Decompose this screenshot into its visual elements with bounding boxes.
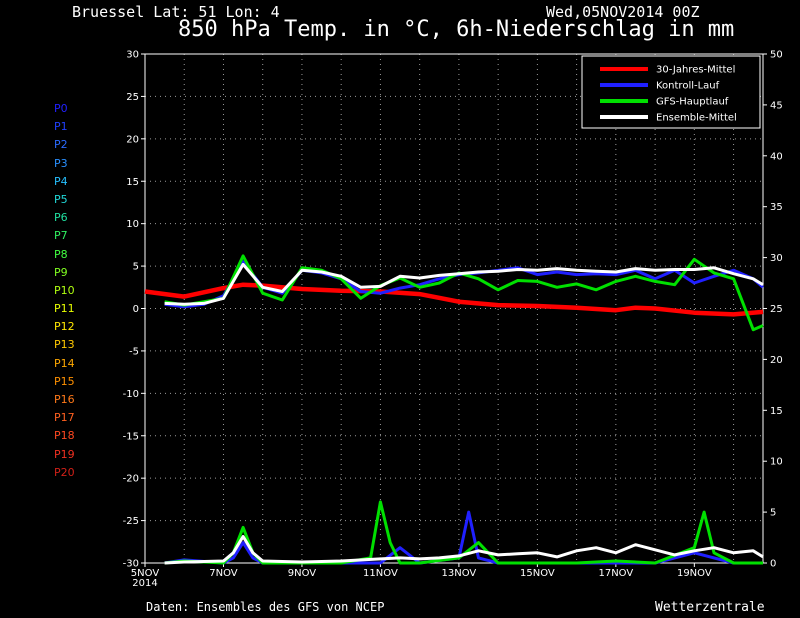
y-left-tick-label: 30 — [126, 50, 139, 61]
x-tick-label: 9NOV — [288, 568, 317, 579]
brand-label: Wetterzentrale — [655, 600, 765, 615]
x-tick-label: 19NOV — [677, 568, 712, 579]
y-right-tick-label: 40 — [770, 151, 783, 162]
y-left-tick-label: -20 — [123, 474, 139, 485]
y-left-tick-label: 10 — [126, 219, 139, 230]
member-label-p2: P2 — [54, 138, 68, 152]
member-label-p20: P20 — [54, 465, 75, 479]
x-tick-label: 13NOV — [442, 568, 477, 579]
legend-label: Ensemble-Mittel — [656, 113, 737, 124]
y-right-tick-label: 35 — [770, 202, 783, 213]
member-label-p3: P3 — [54, 156, 68, 170]
y-left-tick-label: 20 — [126, 134, 139, 145]
y-right-tick-label: 5 — [770, 508, 776, 519]
x-tick-label: 2014 — [132, 578, 157, 589]
y-left-tick-label: 5 — [133, 262, 139, 273]
y-left-tick-label: -15 — [123, 431, 139, 442]
ensemble-member-list: P0 P1 P2 P3 P4 P5 P6 P7 P8 P9 P10 P11 P12 P13 P14 P15 P1… — [54, 100, 75, 482]
member-label-p5: P5 — [54, 192, 68, 206]
data-source-note: Daten: Ensembles des GFS von NCEP — [146, 600, 385, 614]
chart-title: 850 hPa Temp. in °C, 6h-Niederschlag in … — [178, 17, 735, 42]
y-right-tick-label: 45 — [770, 100, 783, 111]
member-label-p9: P9 — [54, 265, 68, 279]
y-right-tick-label: 25 — [770, 304, 783, 315]
member-label-p16: P16 — [54, 393, 75, 406]
y-right-tick-label: 50 — [770, 50, 783, 61]
member-label-p1: P1 — [54, 120, 68, 134]
y-left-tick-label: 0 — [133, 304, 139, 315]
y-right-tick-label: 20 — [770, 355, 783, 366]
member-label-p10: P10 — [54, 283, 75, 297]
member-label-p14: P14 — [54, 356, 75, 370]
x-tick-label: 5NOV — [131, 568, 160, 579]
member-label-p11: P11 — [54, 302, 75, 316]
location-label: Bruessel Lat: 51 Lon: 4 — [72, 3, 280, 21]
x-tick-label: 15NOV — [520, 568, 555, 579]
series-gfs-hauptlauf-precip — [164, 500, 763, 565]
y-right-tick-label: 0 — [770, 559, 776, 570]
x-tick-label: 11NOV — [363, 568, 398, 579]
y-right-tick-label: 30 — [770, 253, 783, 264]
y-left-tick-label: -10 — [123, 389, 139, 400]
member-label-p12: P12 — [54, 320, 75, 334]
member-label-p7: P7 — [54, 229, 68, 243]
member-label-p0: P0 — [54, 102, 68, 115]
member-label-p18: P18 — [54, 429, 75, 443]
x-tick-label: 7NOV — [209, 568, 238, 579]
series-30-jahres-mittel-temp — [144, 282, 764, 317]
member-label-p17: P17 — [54, 411, 75, 425]
y-left-tick-label: 15 — [126, 177, 139, 188]
member-label-p8: P8 — [54, 247, 68, 261]
member-label-p13: P13 — [54, 338, 75, 352]
run-date: Wed,05NOV2014 00Z — [546, 3, 700, 21]
member-label-p15: P15 — [54, 374, 75, 388]
legend-label: 30-Jahres-Mittel — [656, 65, 735, 76]
legend-label: GFS-Hauptlauf — [656, 97, 729, 108]
y-right-tick-label: 15 — [770, 406, 783, 417]
y-right-tick-label: 10 — [770, 457, 783, 468]
series-ensemble-mittel-precip — [164, 535, 764, 565]
x-tick-label: 17NOV — [598, 568, 633, 579]
series-ensemble-mittel-temp — [164, 262, 764, 306]
y-left-tick-label: -25 — [123, 516, 139, 527]
member-label-p4: P4 — [54, 174, 68, 188]
y-left-tick-label: 25 — [126, 92, 139, 103]
member-label-p19: P19 — [54, 447, 75, 461]
legend-label: Kontroll-Lauf — [656, 81, 720, 92]
y-left-tick-label: -5 — [129, 346, 139, 357]
y-left-tick-label: -30 — [123, 559, 139, 570]
series-gfs-hauptlauf-temp — [164, 254, 764, 332]
member-label-p6: P6 — [54, 211, 68, 225]
